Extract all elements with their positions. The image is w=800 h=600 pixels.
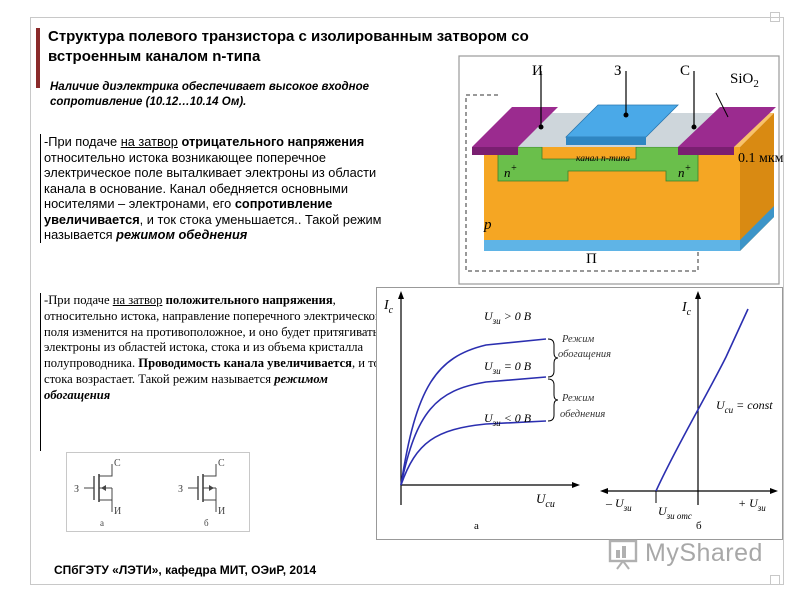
logo-text: MyShared — [645, 539, 763, 567]
symbol-enrichment: С З И б — [178, 458, 225, 528]
axis-label-ic-b: Iс — [681, 300, 692, 318]
paragraph-depletion: -При подаче на затвор отрицательного нап… — [40, 134, 404, 243]
text-run: , относительно истока, направление попер… — [44, 293, 387, 371]
lead-dot — [691, 124, 697, 130]
caption-b: б — [696, 520, 702, 532]
drain-label: С — [114, 458, 121, 469]
caption-a: а — [474, 520, 479, 532]
slide-subtitle: Наличие диэлектрика обеспечивает высокое… — [50, 81, 370, 108]
label-neg-ugs: – Uзи — [605, 496, 632, 513]
mode-enrichment-1: Режим — [561, 334, 594, 345]
label-ucn-const: Uси = const — [716, 398, 773, 415]
axis-label-ic-a: Iс — [383, 298, 394, 316]
mode-enrichment-2: обогащения — [558, 349, 611, 360]
thickness-label: 0.1 мкм — [738, 151, 784, 166]
gate-label: З — [178, 484, 183, 495]
slide-frame — [30, 17, 784, 585]
text-run: -При подаче — [44, 134, 121, 149]
title-accent-bar — [36, 28, 40, 88]
curve-zero — [400, 376, 547, 486]
arrow-icon — [695, 291, 701, 299]
drain-label: С — [218, 458, 225, 469]
arrow-icon — [770, 488, 778, 494]
drain-wire — [203, 464, 217, 477]
drain-contact-top — [678, 107, 776, 147]
substrate-label: П — [586, 251, 597, 267]
transistor-structure-figure: И З С SiO2 канал n-типа n+ n+ p П 0.1 мк… — [458, 55, 784, 285]
arrow-icon — [101, 485, 106, 491]
gate-front — [566, 137, 646, 145]
oxide-pointer — [715, 92, 729, 118]
symbol-depletion: С З И а — [74, 458, 121, 528]
n-plus-right: n+ — [678, 163, 691, 180]
graph-border — [376, 287, 783, 540]
text-run: относительно истока возникающее поперечн… — [44, 149, 377, 212]
slide-title: Структура полевого транзистора с изолиро… — [48, 28, 529, 65]
source-label: И — [114, 506, 121, 517]
source-contact-top — [472, 107, 558, 147]
oxide-label: SiO2 — [730, 71, 759, 90]
source-contact-front — [472, 147, 518, 155]
text-run: сопротивление увеличивается — [44, 196, 333, 227]
curve-enrichment — [400, 338, 547, 486]
substrate-lead — [465, 94, 699, 272]
footer-text: СПбГЭТУ «ЛЭТИ», кафедра МИТ, ОЭиР, 2014 — [54, 563, 317, 577]
transistor-symbols: С З И а С З И б — [66, 452, 250, 532]
drain-wire — [99, 464, 113, 477]
curve-depletion — [400, 420, 547, 486]
mode-depletion-2: обеднения — [560, 409, 605, 420]
gate-label: З — [614, 63, 622, 79]
text-run: отрицательного напряжения — [181, 134, 365, 149]
brace-enrichment — [547, 338, 559, 378]
substrate-side — [740, 206, 774, 251]
characteristics-figure: Iс Uси Uзи > 0 В Uзи = 0 В Uзи < 0 В Реж… — [376, 287, 783, 540]
mode-depletion-1: Режим — [561, 393, 594, 404]
brace-depletion — [547, 378, 559, 422]
text-run: на затвор — [120, 134, 178, 149]
transfer-curve — [655, 308, 749, 492]
text-run: на затвор — [112, 293, 163, 307]
n-plus-left: n+ — [504, 163, 517, 180]
paragraph-enrichment: -При подаче на затвор положительного нап… — [40, 293, 389, 451]
substrate-front — [484, 240, 740, 251]
n-channel-region — [497, 146, 699, 182]
frame-corner-tick — [770, 575, 780, 585]
label-u-off: Uзи отс — [658, 504, 692, 521]
label-ugs-zero: Uзи = 0 В — [484, 359, 532, 376]
gate-label: З — [74, 484, 79, 495]
text-run: режимом обогащения — [44, 371, 328, 402]
text-run: режимом обеднения — [116, 227, 248, 242]
arrow-icon — [600, 488, 608, 494]
caption-b: б — [204, 518, 209, 528]
symbols-border — [66, 452, 250, 532]
lead-dot — [538, 124, 544, 130]
arrow-icon — [398, 291, 404, 299]
text-run: -При подаче — [44, 293, 113, 307]
watermark-logo: MyShared — [607, 537, 777, 571]
lead-dot — [623, 112, 629, 118]
drain-contact-front — [678, 147, 734, 155]
axis-label-ucn-a: Uси — [536, 491, 555, 510]
caption-a: а — [100, 518, 104, 528]
presentation-icon — [608, 539, 638, 570]
text-run: , и ток стока уменьшается.. Такой режим … — [44, 211, 382, 243]
text-run: Проводимость канала увеличивается — [138, 356, 352, 371]
label-pos-ugs: + Uзи — [738, 496, 766, 513]
label-ugs-negative: Uзи < 0 В — [484, 411, 532, 428]
p-label: p — [483, 217, 492, 233]
arrow-icon — [572, 482, 580, 488]
arrow-icon — [209, 485, 214, 491]
source-label: И — [218, 506, 225, 517]
text-run: положительного напряжения — [165, 293, 333, 307]
frame-corner-tick — [770, 12, 780, 22]
label-ugs-positive: Uзи > 0 В — [484, 309, 532, 326]
source-label: И — [532, 63, 543, 79]
drain-label: С — [680, 63, 690, 79]
channel-label: канал n-типа — [576, 154, 630, 164]
